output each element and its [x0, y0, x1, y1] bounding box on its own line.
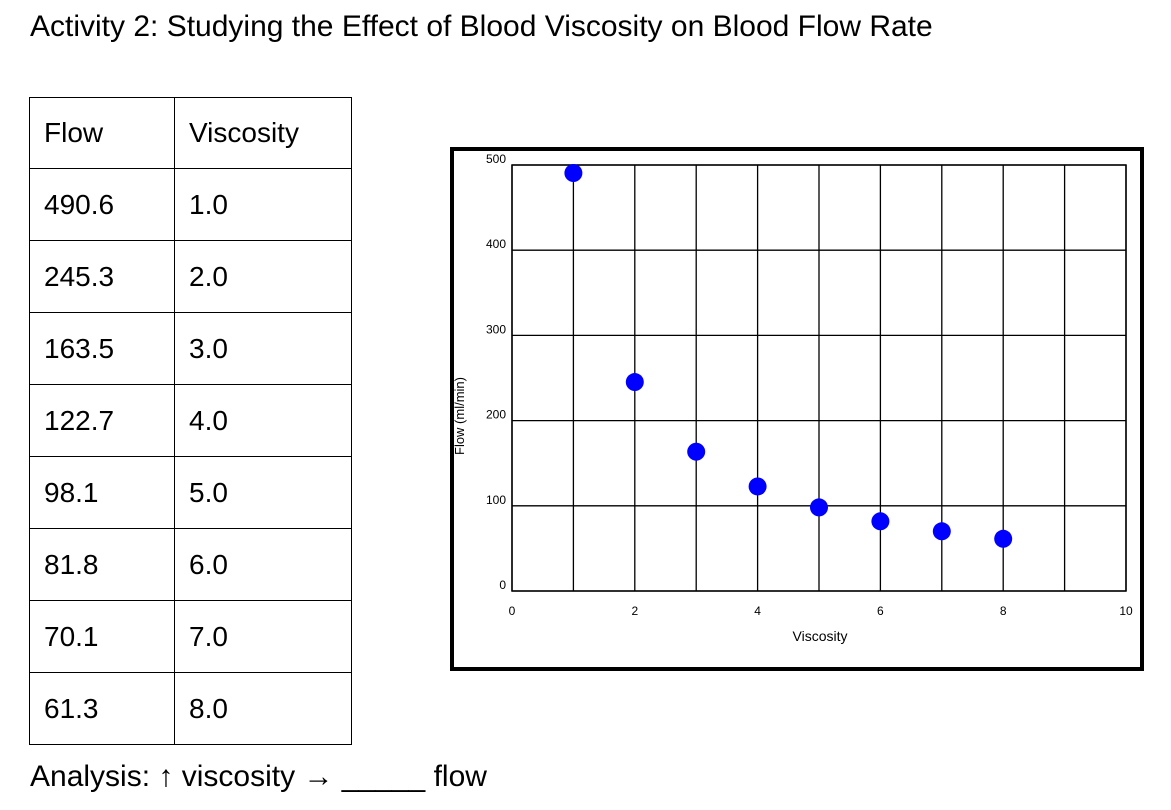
- y-tick-label: 500: [486, 152, 506, 166]
- data-point: [932, 522, 951, 541]
- table-cell-viscosity: 2.0: [174, 240, 352, 313]
- table-cell-viscosity: 1.0: [174, 168, 352, 241]
- up-arrow-icon: ↑: [158, 760, 174, 793]
- column-header-flow: Flow: [29, 97, 175, 169]
- table-cell-flow: 61.3: [29, 672, 175, 745]
- data-point: [810, 498, 828, 517]
- data-table: Flow Viscosity 490.6 1.0 245.3 2.0 163.5…: [29, 97, 352, 745]
- y-axis-label: Flow (ml/min): [454, 377, 467, 455]
- table-cell-viscosity: 8.0: [174, 672, 352, 745]
- table-cell-viscosity: 3.0: [174, 312, 352, 385]
- table-cell-flow: 490.6: [29, 168, 175, 241]
- table-cell-flow: 245.3: [29, 240, 175, 313]
- table-cell-viscosity: 6.0: [174, 528, 352, 601]
- table-row: 490.6 1.0: [29, 168, 352, 241]
- table-cell-viscosity: 7.0: [174, 600, 352, 673]
- analysis-word-viscosity: viscosity: [181, 760, 296, 793]
- table-row: 163.5 3.0: [29, 312, 352, 385]
- column-header-viscosity: Viscosity: [174, 97, 352, 169]
- data-point: [748, 477, 767, 496]
- table-row: 245.3 2.0: [29, 240, 352, 313]
- answer-blank[interactable]: _____: [341, 760, 426, 793]
- analysis-line: Analysis: ↑ viscosity → _____ flow: [30, 760, 487, 794]
- chart-frame: 0 2 4 6 8 10 0 100 200 300 400 500 Viscosity Flow (…: [450, 147, 1144, 671]
- table-header-row: Flow Viscosity: [29, 97, 352, 169]
- x-tick-label: 8: [1000, 604, 1007, 618]
- data-point: [871, 512, 890, 531]
- y-tick-label: 100: [486, 493, 506, 507]
- y-tick-label: 400: [486, 237, 506, 251]
- right-arrow-icon: →: [303, 760, 334, 793]
- x-tick-label: 6: [877, 604, 884, 618]
- data-point: [625, 373, 644, 392]
- table-cell-flow: 98.1: [29, 456, 175, 529]
- data-point: [564, 164, 583, 183]
- table-cell-viscosity: 4.0: [174, 384, 352, 457]
- x-axis-label: Viscosity: [793, 628, 848, 644]
- chart-points: [564, 164, 1013, 548]
- page-title: Activity 2: Studying the Effect of Blood…: [30, 10, 933, 43]
- y-tick-label: 300: [486, 322, 506, 336]
- plot-border: [511, 164, 1127, 592]
- table-cell-flow: 163.5: [29, 312, 175, 385]
- analysis-prefix: Analysis:: [30, 760, 151, 793]
- x-tick-label: 2: [631, 604, 638, 618]
- chart-grid: [511, 164, 1127, 592]
- y-tick-label: 200: [486, 408, 506, 422]
- x-tick-label: 4: [754, 604, 761, 618]
- table-cell-flow: 70.1: [29, 600, 175, 673]
- data-point: [687, 442, 706, 461]
- table-row: 98.1 5.0: [29, 456, 352, 529]
- x-tick-label: 10: [1119, 604, 1133, 618]
- table-row: 122.7 4.0: [29, 384, 352, 457]
- table-row: 61.3 8.0: [29, 672, 352, 745]
- table-cell-viscosity: 5.0: [174, 456, 352, 529]
- y-tick-label: 0: [499, 578, 506, 592]
- table-row: 81.8 6.0: [29, 528, 352, 601]
- table-cell-flow: 81.8: [29, 528, 175, 601]
- table-row: 70.1 7.0: [29, 600, 352, 673]
- data-point: [994, 529, 1013, 548]
- x-tick-label: 0: [509, 604, 516, 618]
- analysis-word-flow: flow: [433, 760, 487, 793]
- table-cell-flow: 122.7: [29, 384, 175, 457]
